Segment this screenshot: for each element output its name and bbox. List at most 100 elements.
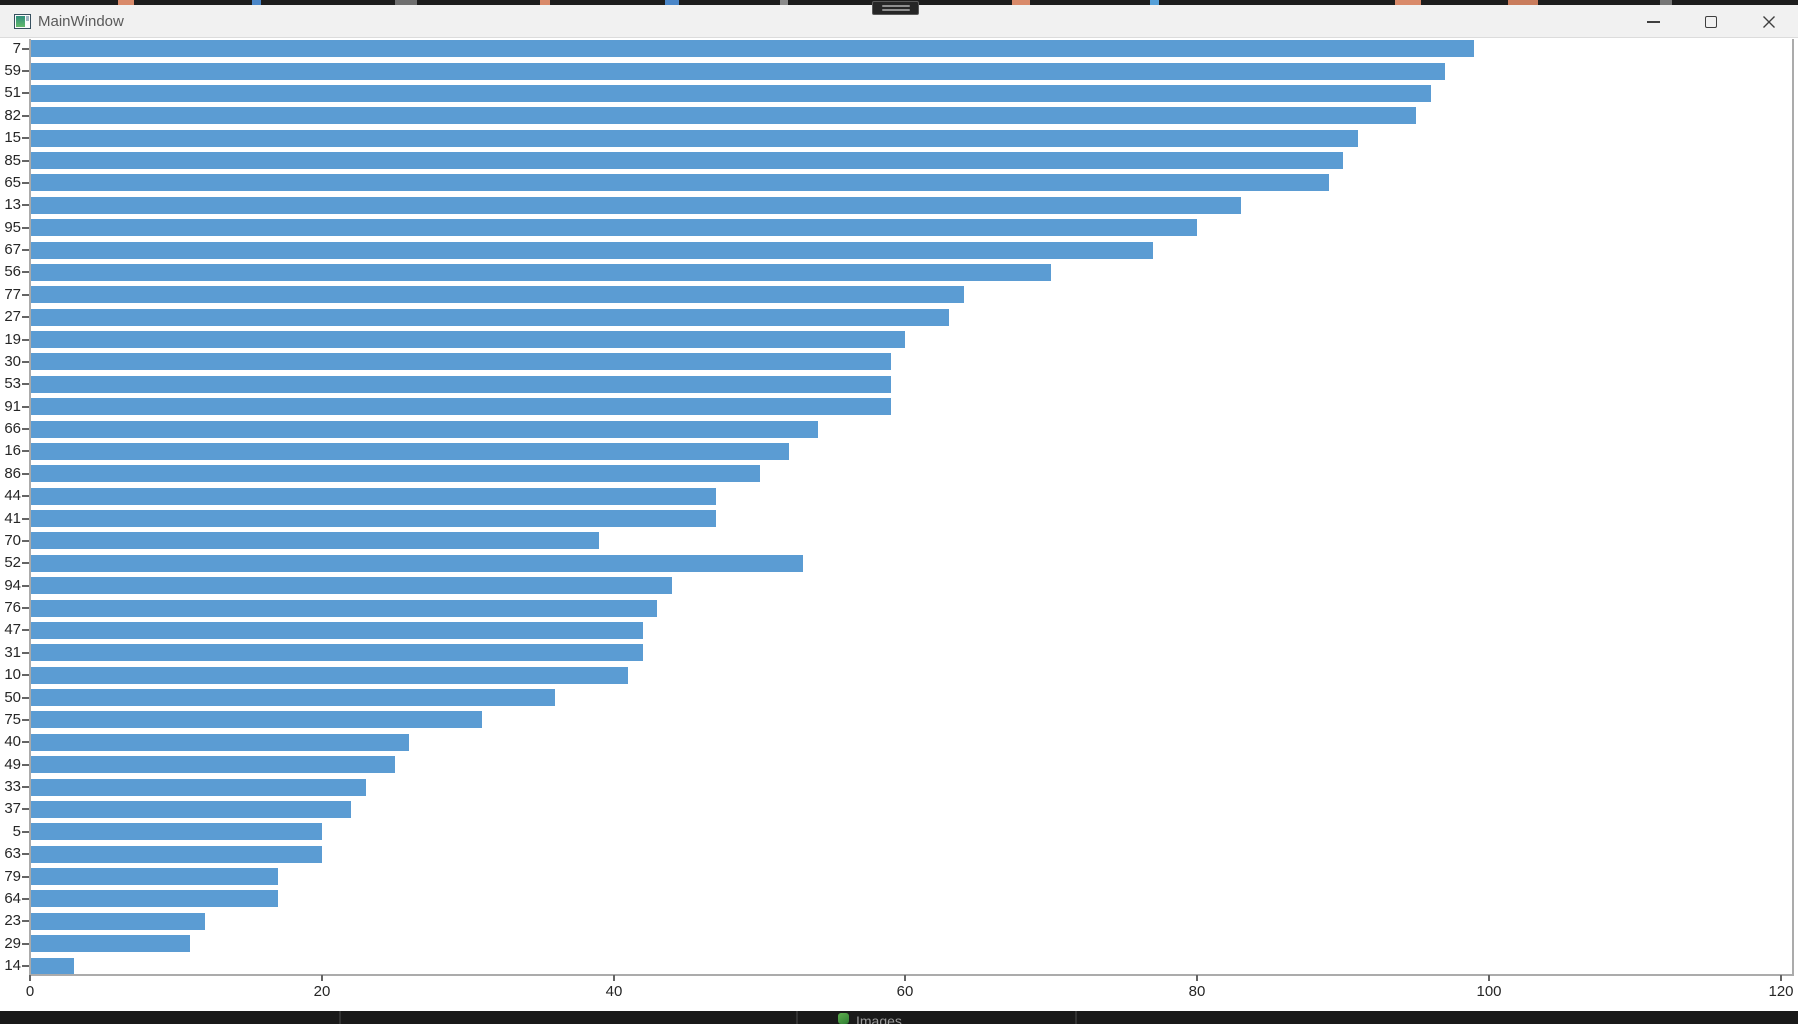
y-tick-label: 10 xyxy=(4,666,21,683)
window-controls xyxy=(1624,5,1798,38)
y-tick-label: 47 xyxy=(4,621,21,638)
y-tick-mark xyxy=(22,607,30,609)
y-tick-label: 44 xyxy=(4,487,21,504)
bar xyxy=(30,376,891,393)
bar xyxy=(30,398,891,415)
screen-share-handle[interactable] xyxy=(872,1,919,15)
taskbar[interactable]: Images xyxy=(0,1011,1798,1024)
app-icon xyxy=(14,14,31,29)
taskbar-item[interactable]: Images xyxy=(838,1013,902,1024)
y-tick-label: 7 xyxy=(12,40,21,57)
y-tick-mark xyxy=(22,115,30,117)
bar xyxy=(30,174,1329,191)
window-title: MainWindow xyxy=(38,13,124,30)
y-tick-mark xyxy=(22,406,30,408)
y-tick-mark xyxy=(22,383,30,385)
y-tick-label: 67 xyxy=(4,241,21,258)
y-tick-mark xyxy=(22,876,30,878)
y-tick-label: 27 xyxy=(4,308,21,325)
y-tick-label: 16 xyxy=(4,442,21,459)
y-tick-mark xyxy=(22,831,30,833)
y-tick-label: 63 xyxy=(4,845,21,862)
bar xyxy=(30,465,760,482)
maximize-icon xyxy=(1705,15,1717,28)
bar xyxy=(30,711,482,728)
y-tick-label: 56 xyxy=(4,263,21,280)
y-tick-mark xyxy=(22,249,30,251)
y-tick-label: 53 xyxy=(4,375,21,392)
bar xyxy=(30,309,949,326)
right-spine xyxy=(1792,39,1794,975)
y-tick-label: 49 xyxy=(4,756,21,773)
bar xyxy=(30,600,657,617)
y-tick-label: 86 xyxy=(4,465,21,482)
bar xyxy=(30,622,643,639)
y-tick-mark xyxy=(22,853,30,855)
y-tick-mark xyxy=(22,629,30,631)
y-tick-mark xyxy=(22,562,30,564)
y-tick-mark xyxy=(22,652,30,654)
bar xyxy=(30,107,1416,124)
x-tick-label: 0 xyxy=(25,983,35,1000)
drag-handle-icon xyxy=(881,5,910,7)
y-tick-mark xyxy=(22,92,30,94)
y-tick-mark xyxy=(22,204,30,206)
y-tick-label: 65 xyxy=(4,174,21,191)
y-tick-label: 30 xyxy=(4,353,21,370)
y-tick-label: 51 xyxy=(4,84,21,101)
bar xyxy=(30,40,1474,57)
y-tick-mark xyxy=(22,518,30,520)
y-tick-mark xyxy=(22,339,30,341)
x-tick-mark xyxy=(321,975,323,981)
bar xyxy=(30,555,803,572)
y-tick-mark xyxy=(22,473,30,475)
bar xyxy=(30,286,964,303)
y-tick-label: 94 xyxy=(4,577,21,594)
y-tick-mark xyxy=(22,361,30,363)
y-tick-label: 77 xyxy=(4,286,21,303)
y-tick-label: 33 xyxy=(4,778,21,795)
y-tick-mark xyxy=(22,786,30,788)
bar xyxy=(30,510,716,527)
bar xyxy=(30,421,818,438)
y-tick-label: 40 xyxy=(4,733,21,750)
y-tick-mark xyxy=(22,70,30,72)
y-tick-label: 31 xyxy=(4,644,21,661)
x-tick-label: 80 xyxy=(1188,983,1206,1000)
bar xyxy=(30,264,1051,281)
main-window: MainWindow 7 59 51 82 15 85 65 13 95 67 56 77 27 19 30… xyxy=(0,5,1798,1024)
x-tick-mark xyxy=(1488,975,1490,981)
y-tick-label: 41 xyxy=(4,510,21,527)
y-tick-mark xyxy=(22,48,30,50)
y-tick-mark xyxy=(22,495,30,497)
close-icon xyxy=(1763,15,1775,28)
taskbar-item-label: Images xyxy=(856,1013,902,1024)
taskbar-app-icon xyxy=(838,1013,849,1024)
y-tick-mark xyxy=(22,719,30,721)
bar xyxy=(30,242,1153,259)
close-button[interactable] xyxy=(1740,5,1798,38)
minimize-icon xyxy=(1646,20,1660,23)
maximize-button[interactable] xyxy=(1682,5,1740,38)
bar xyxy=(30,197,1241,214)
bar xyxy=(30,801,351,818)
x-tick-label: 20 xyxy=(313,983,331,1000)
x-tick-label: 120 xyxy=(1768,983,1794,1000)
bar xyxy=(30,734,409,751)
bar xyxy=(30,913,205,930)
x-tick-mark xyxy=(904,975,906,981)
bar xyxy=(30,85,1431,102)
y-tick-label: 59 xyxy=(4,62,21,79)
bar xyxy=(30,130,1358,147)
bar xyxy=(30,353,891,370)
x-axis-spine xyxy=(29,974,1794,976)
bar xyxy=(30,644,643,661)
minimize-button[interactable] xyxy=(1624,5,1682,38)
bar xyxy=(30,152,1343,169)
y-tick-mark xyxy=(22,182,30,184)
y-tick-mark xyxy=(22,271,30,273)
x-tick-label: 40 xyxy=(605,983,623,1000)
y-tick-label: 29 xyxy=(4,935,21,952)
